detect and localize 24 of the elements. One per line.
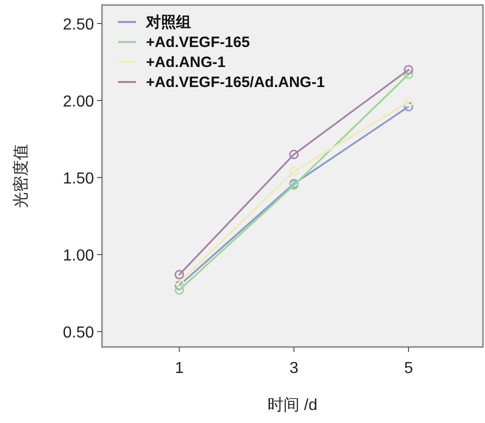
y-tick-label: 1.50 — [62, 170, 94, 188]
point — [174, 270, 184, 280]
point — [289, 150, 299, 160]
point — [289, 166, 299, 176]
legend-label: +Ad.VEGF-165 — [146, 34, 250, 51]
y-axis-title: 光密度值 — [12, 144, 30, 208]
y-tick-label: 0.50 — [62, 324, 94, 342]
point — [404, 64, 414, 74]
y-tick-label: 1.00 — [62, 248, 94, 265]
legend-label: 对照组 — [145, 14, 191, 31]
point — [174, 280, 184, 290]
x-tick-label: 3 — [289, 360, 298, 377]
y-tick-label: 2.00 — [62, 94, 94, 111]
x-tick-label: 1 — [174, 360, 184, 377]
point — [404, 97, 414, 107]
legend-label: +Ad.VEGF-165/Ad.ANG-1 — [146, 74, 325, 91]
y-tick-label: 2.50 — [62, 16, 94, 34]
x-tick-label: 5 — [404, 360, 414, 377]
point — [404, 70, 414, 80]
point — [404, 102, 414, 112]
x-axis-title: 时间 /d — [268, 396, 318, 414]
point — [174, 278, 184, 288]
point — [174, 285, 184, 295]
legend-label: +Ad.ANG-1 — [146, 54, 226, 71]
